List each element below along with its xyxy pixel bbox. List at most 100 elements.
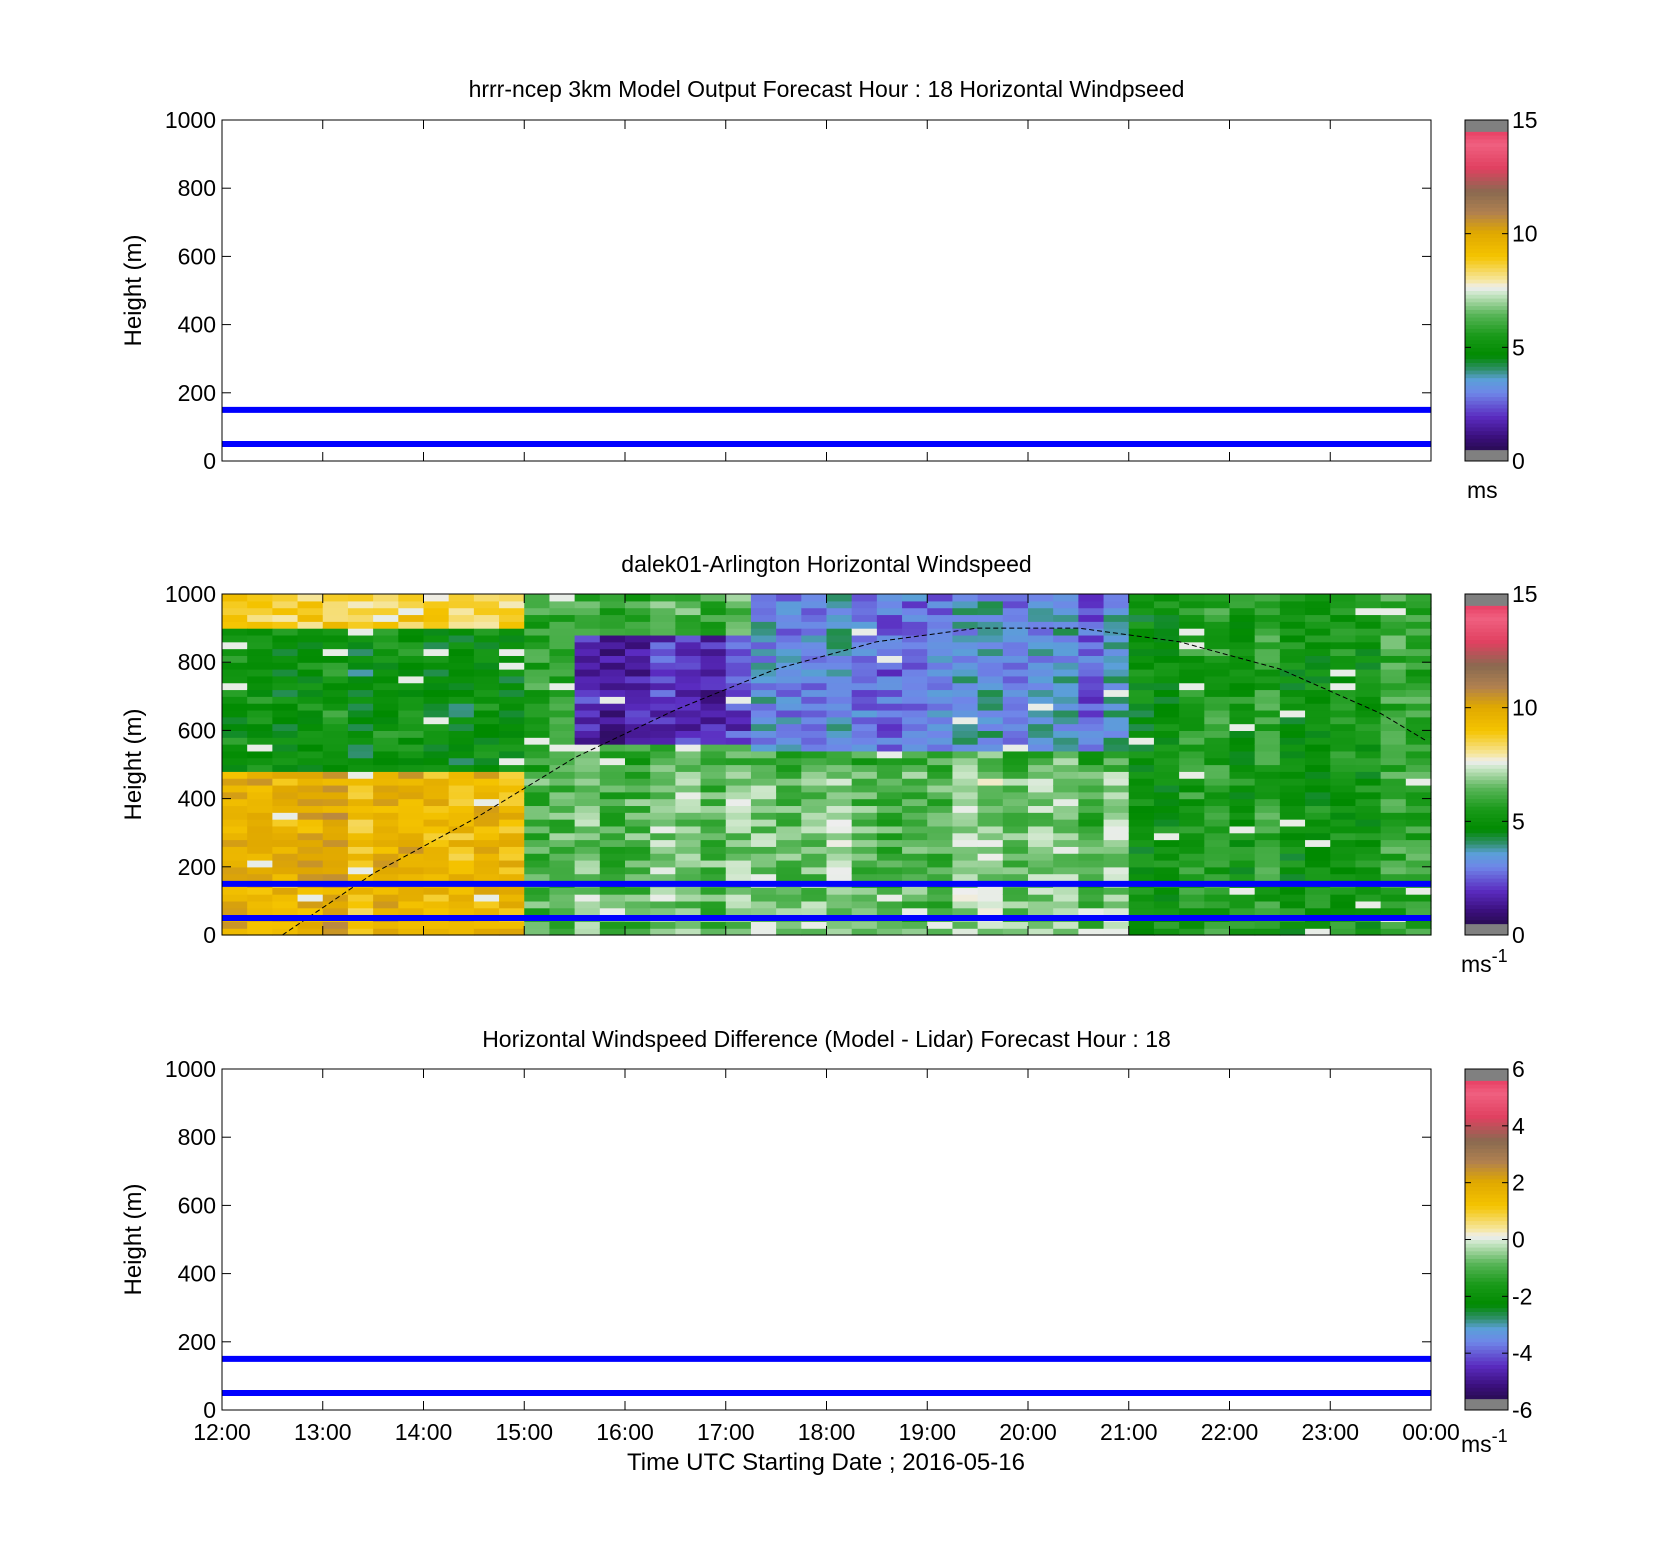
heatmap-cell xyxy=(574,805,601,813)
heatmap-cell xyxy=(549,873,576,882)
x-tick-label: 00:00 xyxy=(1402,1419,1460,1445)
heatmap-cell xyxy=(574,839,601,847)
colorbar-segment xyxy=(1465,1159,1508,1165)
colorbar-segment xyxy=(1465,1338,1508,1343)
heatmap-cell xyxy=(1128,805,1155,813)
heatmap-cell xyxy=(1380,778,1407,786)
heatmap-cell xyxy=(725,594,752,602)
heatmap-cell xyxy=(574,819,601,827)
heatmap-cell xyxy=(1153,723,1180,731)
heatmap-cell xyxy=(599,634,626,643)
heatmap-cell xyxy=(524,655,551,663)
heatmap-cell xyxy=(524,839,551,847)
heatmap-cell xyxy=(398,594,425,602)
colorbar-segment xyxy=(1465,866,1508,872)
heatmap-cell xyxy=(222,764,248,772)
colorbar-segment xyxy=(1465,893,1508,898)
heatmap-cell xyxy=(1305,873,1331,882)
heatmap-cell xyxy=(247,696,273,704)
heatmap-cell xyxy=(1002,825,1029,834)
heatmap-cell xyxy=(952,825,979,834)
heatmap-cell xyxy=(524,730,551,738)
heatmap-cell xyxy=(373,866,399,875)
heatmap-cell xyxy=(1355,621,1382,629)
heatmap-cell xyxy=(1330,859,1357,868)
heatmap-cell xyxy=(322,798,349,807)
heatmap-cell xyxy=(1002,791,1029,800)
heatmap-cell xyxy=(776,607,802,616)
heatmap-cell xyxy=(222,791,248,800)
heatmap-cell xyxy=(902,798,928,807)
heatmap-cell xyxy=(1028,921,1054,929)
plot-area xyxy=(222,1069,1431,1410)
heatmap-cell xyxy=(247,771,273,779)
heatmap-cell xyxy=(1405,907,1432,916)
colorbar-segment xyxy=(1465,768,1508,773)
heatmap-cell xyxy=(272,764,299,772)
heatmap-cell xyxy=(1305,648,1331,656)
heatmap-cell xyxy=(700,662,727,670)
heatmap-cell xyxy=(222,600,248,609)
heatmap-cell xyxy=(247,805,273,813)
heatmap-cell xyxy=(373,812,399,820)
colorbar-segment xyxy=(1465,665,1508,671)
heatmap-cell xyxy=(524,921,551,929)
heatmap-cell xyxy=(1204,907,1231,916)
heatmap-cell xyxy=(1405,866,1432,875)
heatmap-cell xyxy=(1028,873,1054,882)
heatmap-cell xyxy=(297,764,324,772)
colorbar-segment xyxy=(1465,620,1508,625)
colorbar-segment xyxy=(1465,711,1508,716)
heatmap-cell xyxy=(700,894,727,902)
heatmap-cell xyxy=(1229,689,1256,697)
heatmap-cell xyxy=(675,750,702,759)
heatmap-cell xyxy=(322,771,349,779)
colorbar-segment xyxy=(1465,282,1508,288)
heatmap-cell xyxy=(826,798,853,807)
colorbar-segment xyxy=(1465,1171,1508,1176)
heatmap-cell xyxy=(1103,703,1130,711)
heatmap-cell xyxy=(1204,709,1231,718)
heatmap-cell xyxy=(423,696,450,704)
colorbar-unit-base: ms xyxy=(1461,1431,1492,1457)
heatmap-cell xyxy=(1128,607,1155,616)
heatmap-cell xyxy=(222,928,248,936)
heatmap-cell xyxy=(322,641,349,650)
heatmap-cell xyxy=(902,744,928,752)
heatmap-cell xyxy=(599,607,626,616)
heatmap-cell xyxy=(599,696,626,704)
heatmap-cell xyxy=(549,887,576,895)
heatmap-cell xyxy=(851,894,878,902)
heatmap-cell xyxy=(247,662,273,670)
heatmap-cell xyxy=(448,594,475,602)
heatmap-cell xyxy=(1330,641,1357,650)
heatmap-cell xyxy=(725,757,752,766)
heatmap-cell xyxy=(423,628,450,636)
heatmap-cell xyxy=(1204,798,1231,807)
heatmap-cell xyxy=(1204,669,1231,677)
heatmap-cell xyxy=(549,907,576,916)
heatmap-cell xyxy=(1028,696,1054,704)
colorbar-segment xyxy=(1465,1122,1508,1127)
heatmap-cell xyxy=(625,703,651,711)
heatmap-cell xyxy=(549,709,576,718)
heatmap-cell xyxy=(247,928,273,936)
heatmap-cell xyxy=(423,675,450,684)
heatmap-cell xyxy=(1355,798,1382,807)
heatmap-cell xyxy=(675,628,702,636)
heatmap-cell xyxy=(297,682,324,691)
heatmap-cell xyxy=(347,641,374,650)
heatmap-cell xyxy=(247,709,273,718)
heatmap-cell xyxy=(1355,628,1382,636)
heatmap-cell xyxy=(1078,600,1105,609)
colorbar-segment xyxy=(1465,1148,1508,1153)
heatmap-cell xyxy=(801,750,828,759)
colorbar-segment xyxy=(1465,1125,1508,1131)
heatmap-cell xyxy=(473,894,500,902)
heatmap-cell xyxy=(1078,675,1105,684)
colorbar-segment xyxy=(1465,1375,1508,1381)
heatmap-cell xyxy=(398,607,425,616)
colorbar-segment xyxy=(1465,719,1508,724)
heatmap-cell xyxy=(1405,832,1432,841)
heatmap-cell xyxy=(1330,866,1357,875)
